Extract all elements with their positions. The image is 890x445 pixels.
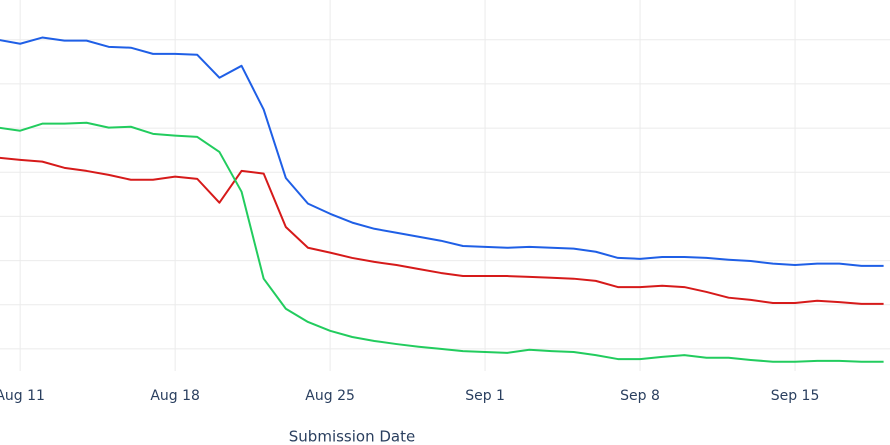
x-axis-title: Submission Date (289, 428, 415, 445)
x-tick-label: Sep 1 (465, 388, 505, 404)
x-tick-label: Aug 25 (305, 388, 355, 404)
x-tick-label: Sep 15 (771, 388, 820, 404)
series-line (0, 156, 884, 305)
x-tick-label: Aug 11 (0, 388, 45, 404)
x-tick-label: Sep 8 (620, 388, 660, 404)
series-line (0, 36, 884, 267)
x-tick-label: Aug 18 (150, 388, 200, 404)
series-line (0, 121, 884, 363)
